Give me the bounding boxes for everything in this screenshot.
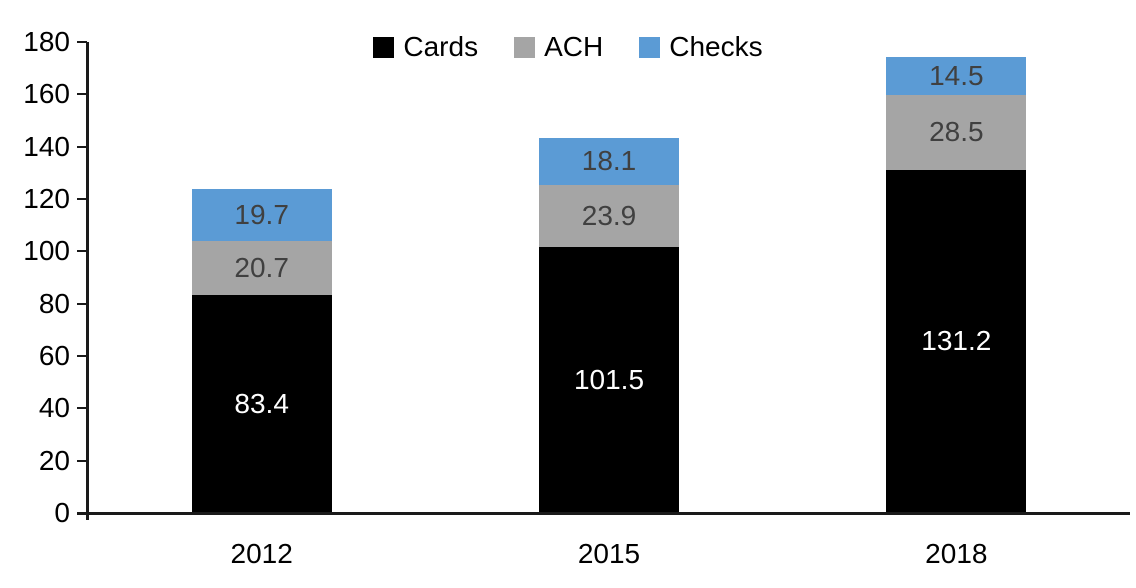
bar-segment-ach: 23.9	[539, 184, 679, 248]
y-axis-tick-label: 160	[23, 78, 70, 110]
bar-segment-checks: 19.7	[191, 189, 332, 241]
bar-segment-cards: 131.2	[886, 169, 1027, 513]
y-axis-line	[86, 42, 89, 520]
y-axis-tick-label: 180	[23, 26, 70, 57]
y-axis-tick	[77, 145, 87, 148]
legend-swatch-icon	[514, 36, 536, 58]
y-axis-tick-label: 80	[38, 287, 70, 319]
y-axis-tick	[77, 355, 87, 357]
bar-value-label: 28.5	[929, 116, 984, 148]
x-axis-category-label: 2015	[577, 538, 641, 569]
bar-value-label: 14.5	[929, 60, 984, 92]
bar-value-label: 20.7	[234, 251, 289, 283]
bar-value-label: 18.1	[581, 145, 637, 177]
x-axis-category-label: 2018	[925, 538, 988, 569]
y-axis-tick-label: 0	[54, 497, 70, 528]
y-axis-tick	[77, 41, 87, 43]
x-axis-category-label: 2012	[230, 538, 293, 569]
bar-segment-ach: 20.7	[191, 240, 332, 295]
y-axis-tick-label: 120	[23, 183, 70, 214]
bar-segment-cards: 83.4	[191, 294, 332, 513]
y-axis-tick	[77, 198, 87, 200]
y-axis-tick	[77, 93, 87, 96]
y-axis-tick-label: 140	[23, 130, 70, 162]
y-axis-tick-label: 100	[23, 235, 70, 267]
bar-value-label: 23.9	[581, 200, 637, 232]
y-axis-tick	[77, 407, 87, 410]
bar-segment-cards: 101.5	[539, 247, 679, 513]
y-axis-tick-label: 20	[38, 444, 70, 476]
bar-segment-checks: 14.5	[886, 57, 1027, 96]
y-axis-tick	[77, 250, 87, 253]
legend-label: Cards	[403, 31, 479, 62]
y-axis-tick	[77, 459, 87, 462]
bar-value-label: 101.5	[573, 364, 645, 396]
legend: Cards ACH Checks	[0, 33, 1136, 61]
bar-value-label: 131.2	[921, 325, 992, 357]
bar-value-label: 19.7	[234, 198, 289, 230]
legend-item-ach: ACH	[514, 33, 603, 61]
legend-swatch-icon	[639, 36, 661, 58]
y-axis-tick-label: 40	[38, 392, 70, 424]
legend-label: Checks	[669, 31, 763, 62]
y-axis-tick	[77, 302, 87, 305]
x-axis-line	[77, 512, 1130, 515]
legend-swatch-icon	[373, 36, 395, 58]
legend-label: ACH	[544, 31, 604, 62]
bar-segment-checks: 18.1	[539, 137, 679, 185]
legend-item-checks: Checks	[639, 31, 763, 62]
y-axis-tick-label: 60	[38, 340, 70, 371]
legend-item-cards: Cards	[373, 33, 478, 61]
bar-value-label: 83.4	[234, 387, 289, 419]
bar-segment-ach: 28.5	[886, 95, 1027, 170]
